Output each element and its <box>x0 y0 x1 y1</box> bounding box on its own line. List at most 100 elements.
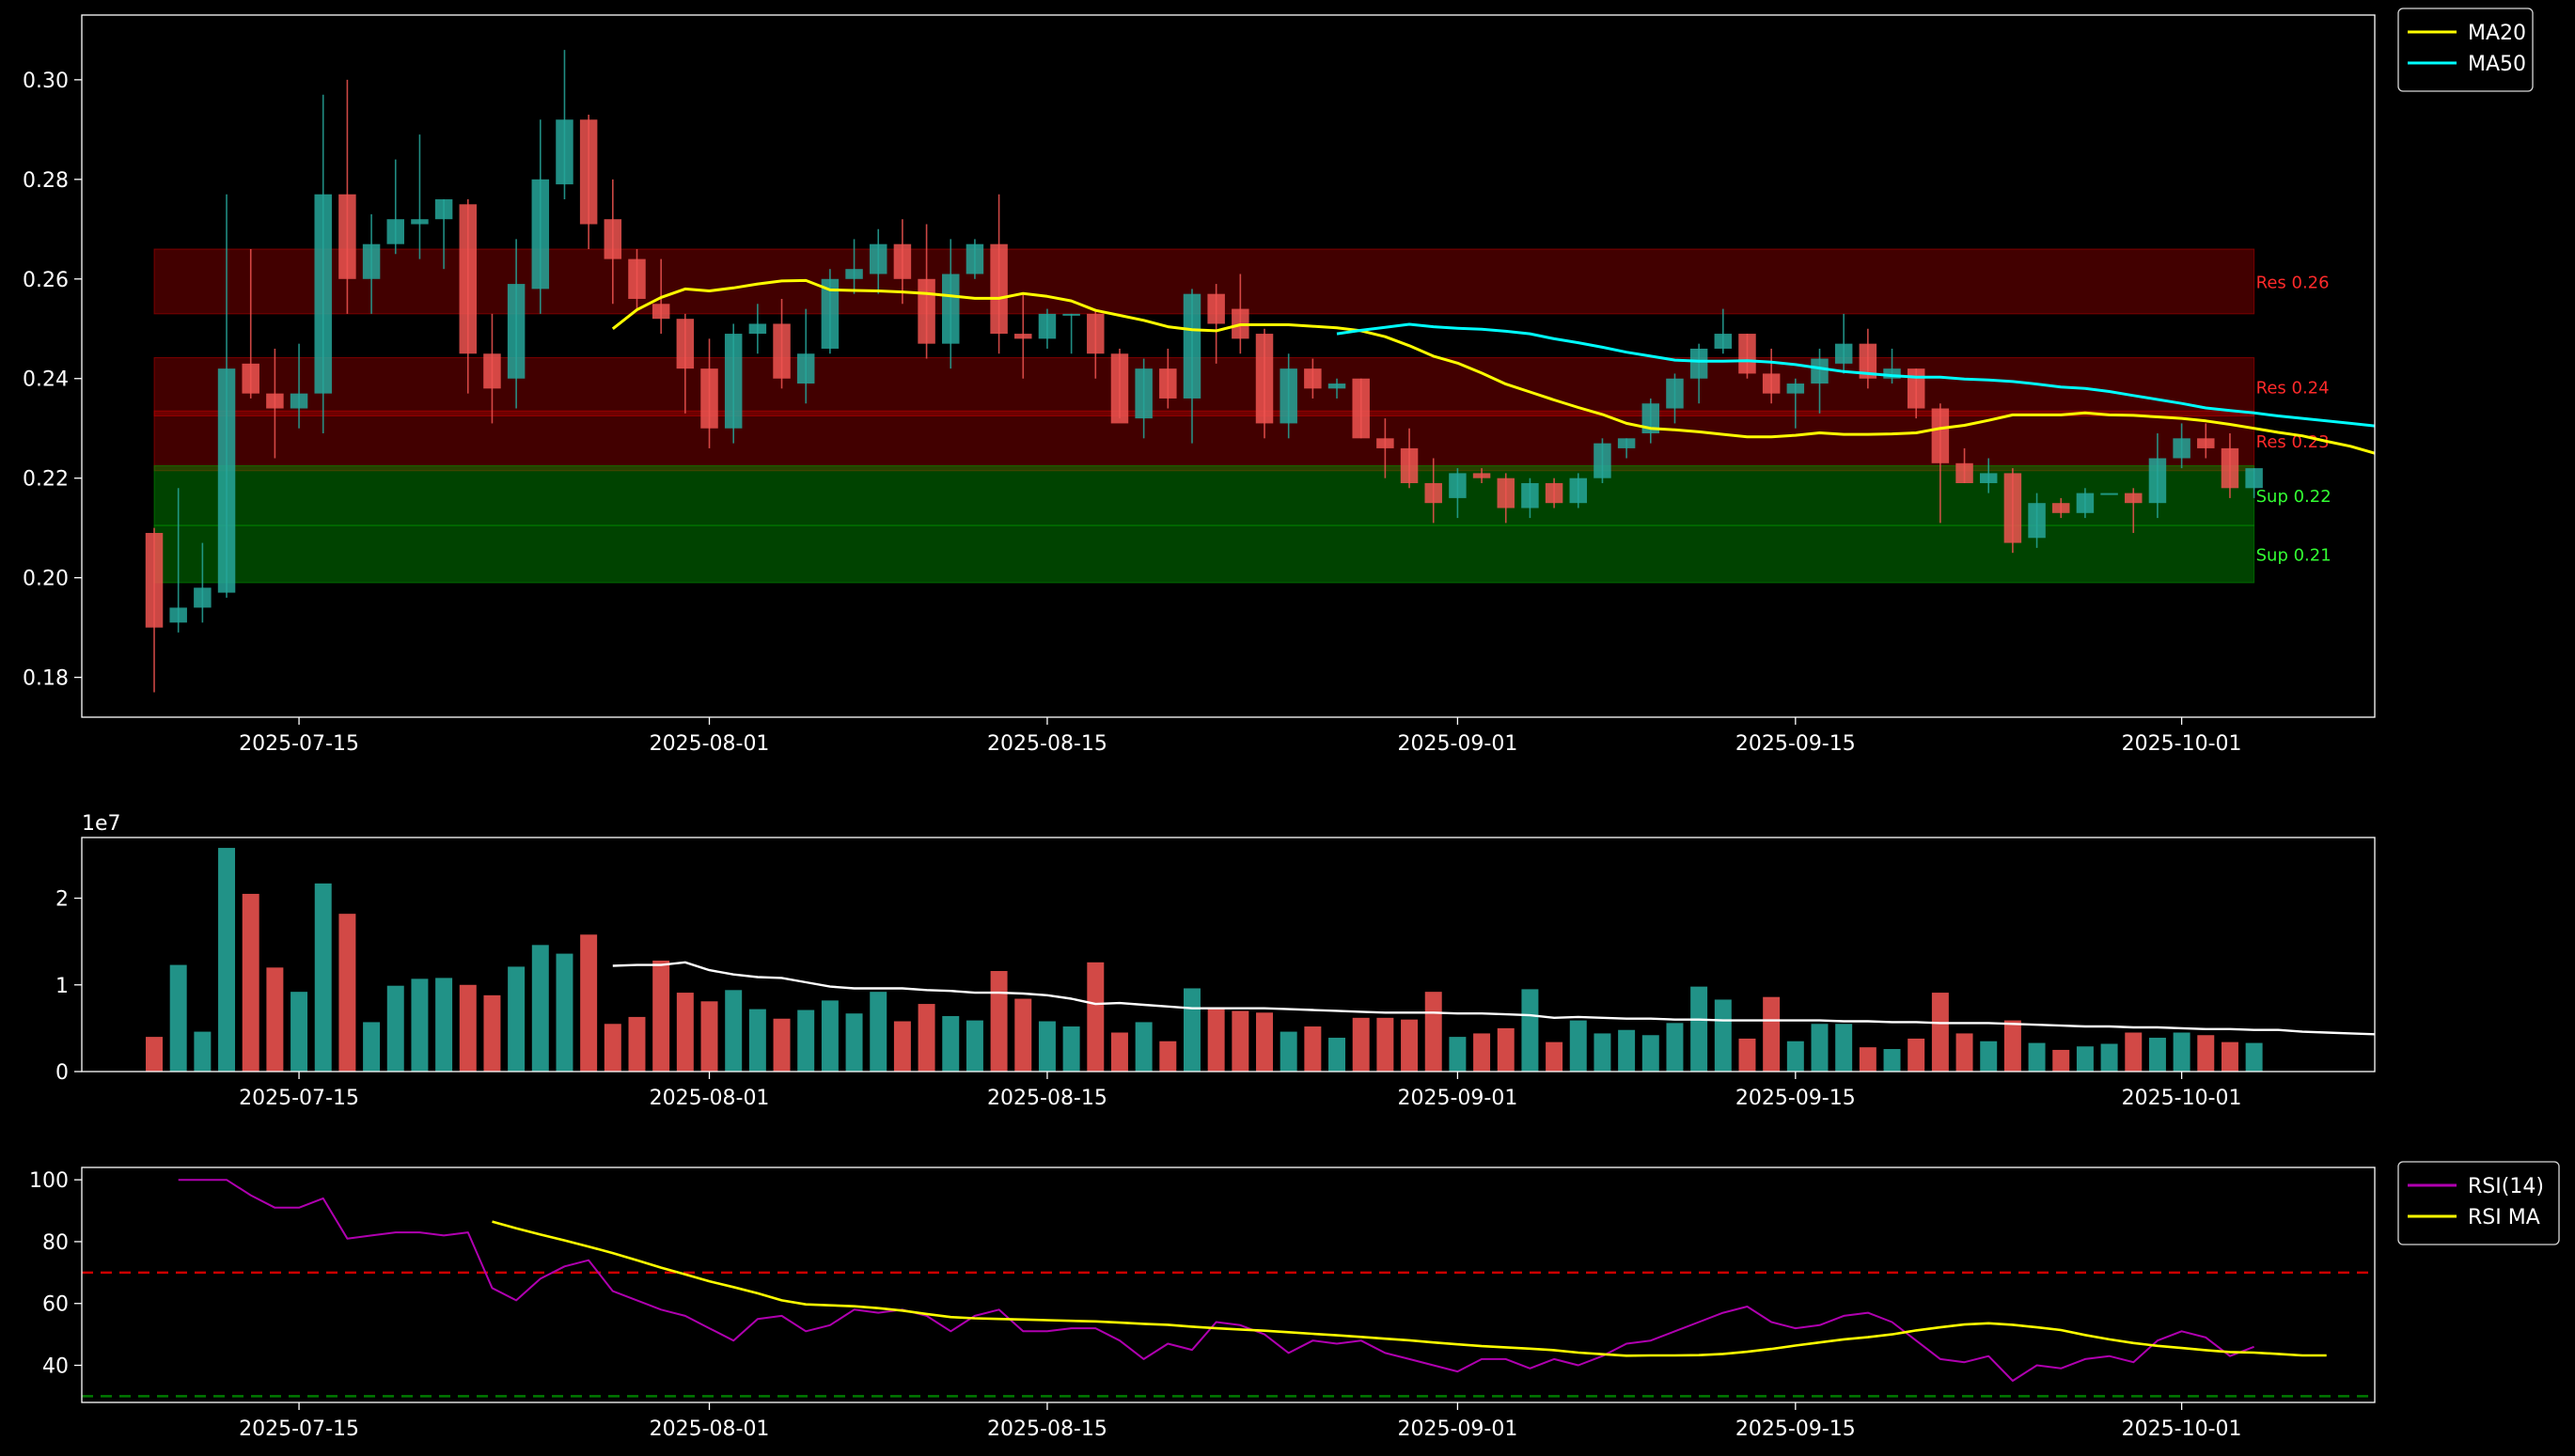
volume-bar <box>1184 988 1201 1072</box>
candle-body <box>724 334 743 429</box>
candle-body <box>893 243 912 279</box>
volume-xtick-label: 2025-08-01 <box>650 1087 770 1110</box>
volume-ma-line <box>612 961 2375 1036</box>
zone-band-resistance <box>153 356 2255 416</box>
candle-body <box>459 204 478 354</box>
candle-body <box>796 353 815 384</box>
candle-body <box>1280 368 1297 424</box>
volume-bar <box>676 993 694 1072</box>
candle-body <box>1545 483 1563 504</box>
candle-body <box>2051 503 2070 513</box>
candle-body <box>2125 493 2143 504</box>
candle-body <box>1376 438 1394 448</box>
volume-bar <box>194 1031 212 1072</box>
candle-body <box>845 269 863 279</box>
volume-bar <box>1594 1033 1611 1072</box>
volume-bar <box>893 1021 911 1072</box>
candle-body <box>1955 462 1973 483</box>
volume-bar <box>1110 1032 1128 1072</box>
volume-bar <box>531 945 549 1072</box>
volume-bar <box>1811 1024 1829 1072</box>
volume-bar <box>1135 1022 1153 1072</box>
candle-body <box>2148 458 2167 504</box>
volume-bar <box>652 960 670 1072</box>
candle-body <box>507 284 526 379</box>
price-ytick-label: 0.24 <box>23 368 69 392</box>
candle-body <box>869 243 887 274</box>
price-xtick-label: 2025-08-01 <box>650 732 770 756</box>
rsi-ytick-label: 100 <box>29 1169 69 1193</box>
volume-xtick-label: 2025-10-01 <box>2122 1087 2242 1110</box>
candle-body <box>2197 438 2215 448</box>
candle-body <box>2100 493 2118 495</box>
candle-body <box>1135 368 1153 419</box>
price-ytick-label: 0.18 <box>23 667 69 691</box>
volume-bar <box>1786 1041 1804 1072</box>
candle-body <box>386 219 405 244</box>
volume-bar <box>1232 1010 1249 1072</box>
zone-label: Sup 0.22 <box>2256 487 2332 507</box>
volume-bar <box>1424 992 1442 1072</box>
candle-body <box>2245 468 2263 489</box>
candle-body <box>1497 478 1515 509</box>
price-ytick-label: 0.20 <box>23 568 69 591</box>
volume-bar <box>2100 1043 2118 1072</box>
volume-bar <box>797 1010 815 1072</box>
volume-bar <box>845 1013 863 1072</box>
candle-body <box>483 353 501 389</box>
volume-bar <box>1473 1033 1491 1072</box>
candle-body <box>1762 373 1781 394</box>
candle-body <box>773 323 791 379</box>
rsi-legend-label: RSI MA <box>2468 1206 2540 1229</box>
volume-bar <box>2003 1020 2021 1072</box>
volume-ytick-label: 2 <box>55 888 69 912</box>
price-ytick-label: 0.28 <box>23 169 69 193</box>
rsi-legend-box <box>2397 1161 2560 1245</box>
volume-xtick-label: 2025-09-01 <box>1397 1087 1517 1110</box>
volume-bar <box>411 978 429 1072</box>
candle-body <box>1352 378 1370 439</box>
candle-body <box>821 278 840 349</box>
candle-body <box>942 274 960 344</box>
candle-body <box>2221 447 2239 489</box>
volume-panel-frame <box>81 837 2376 1072</box>
volume-bar <box>628 1016 646 1072</box>
volume-bar <box>2148 1038 2166 1072</box>
rsi-ytick-label: 80 <box>42 1231 69 1255</box>
candle-body <box>217 368 236 593</box>
candle-body <box>1183 293 1201 399</box>
volume-bar <box>1931 993 1949 1072</box>
volume-bar <box>580 934 598 1072</box>
candle-body <box>1786 384 1805 394</box>
volume-bar <box>2028 1042 2046 1072</box>
volume-bar <box>169 964 187 1072</box>
rsi-xtick-label: 2025-09-01 <box>1397 1417 1517 1441</box>
volume-bar <box>2052 1049 2070 1072</box>
volume-bar <box>459 984 477 1072</box>
volume-bar <box>1014 998 1032 1072</box>
volume-xtick-label: 2025-09-15 <box>1735 1087 1856 1110</box>
volume-bar <box>2197 1035 2215 1072</box>
volume-bar <box>290 992 308 1072</box>
rsi-xtick-label: 2025-08-01 <box>650 1417 770 1441</box>
candle-body <box>1327 384 1346 389</box>
volume-xtick-label: 2025-08-15 <box>987 1087 1107 1110</box>
candle-body <box>145 532 164 628</box>
volume-bar <box>1666 1023 1684 1072</box>
volume-bar <box>821 1000 839 1072</box>
candle-body <box>1400 447 1419 483</box>
price-legend-label: MA50 <box>2468 53 2526 76</box>
volume-bar <box>1955 1033 1973 1072</box>
candle-body <box>652 304 670 320</box>
candle-body <box>918 278 935 344</box>
rsi-xtick-label: 2025-07-15 <box>239 1417 359 1441</box>
price-legend-box <box>2397 8 2534 92</box>
volume-bar <box>1738 1038 1756 1072</box>
zone-label: Res 0.24 <box>2256 378 2330 398</box>
price-xtick-label: 2025-07-15 <box>239 732 359 756</box>
volume-bar <box>773 1018 791 1072</box>
candle-body <box>1931 408 1950 463</box>
candle-body <box>1689 348 1708 379</box>
candle-body <box>1738 334 1756 374</box>
candle-body <box>1110 353 1129 424</box>
